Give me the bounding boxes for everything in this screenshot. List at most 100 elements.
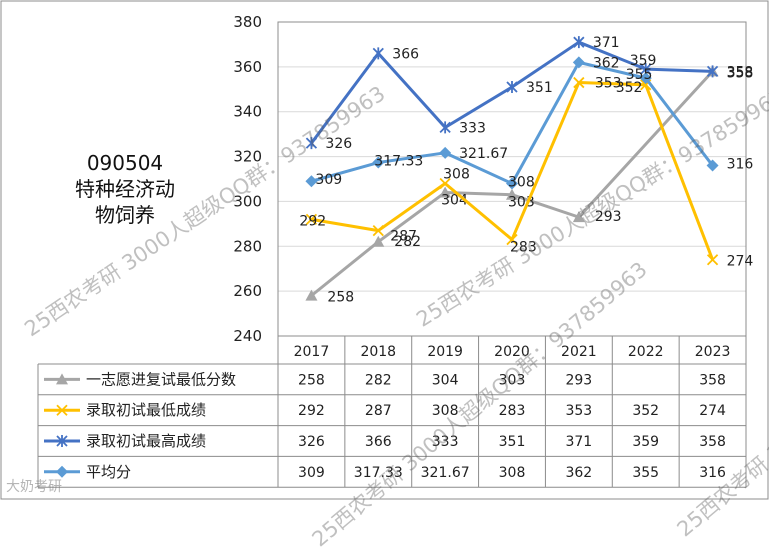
title-code: 090504 (86, 151, 164, 175)
y-tick-label: 240 (233, 327, 262, 345)
table-cell: 366 (365, 434, 392, 450)
legend-label: 录取初试最低成绩 (86, 401, 206, 419)
table-cell: 308 (432, 403, 459, 419)
table-cell: 292 (298, 403, 325, 419)
table-cell: 362 (565, 465, 592, 481)
table-cell: 371 (565, 434, 592, 450)
data-label: 316 (727, 157, 754, 173)
data-label: 352 (616, 80, 643, 96)
data-label: 358 (727, 65, 754, 81)
table-cell: 304 (432, 372, 459, 388)
title-line-2: 特种经济动 (75, 177, 175, 201)
marker-star (573, 36, 585, 49)
x-category-label: 2019 (427, 344, 463, 360)
marker-diamond (639, 72, 652, 85)
table-cell: 317.33 (354, 465, 403, 481)
table-cell: 326 (298, 434, 325, 450)
table-cell: 308 (499, 465, 526, 481)
x-category-label: 2020 (494, 344, 530, 360)
table-cell: 358 (699, 372, 726, 388)
data-label: 293 (595, 209, 622, 225)
marker-x (305, 213, 318, 226)
table-cell: 283 (499, 403, 526, 419)
marker-star (56, 435, 68, 447)
marker-diamond (572, 56, 585, 69)
chart-svg: 240 260 280 300 320 340 360 380 2017 2018 2019 2020… (0, 0, 769, 500)
legend-label: 平均分 (86, 463, 131, 481)
marker-x (506, 233, 518, 246)
data-label: 283 (510, 240, 537, 256)
table-cell: 351 (499, 434, 526, 450)
plot-area-border (277, 21, 747, 337)
table-cell: 353 (565, 403, 592, 419)
marker-diamond (305, 175, 318, 188)
table-cell: 287 (365, 403, 392, 419)
marker-diamond (56, 465, 68, 478)
data-label: 274 (727, 254, 754, 270)
marker-triangle (372, 235, 385, 247)
table-cell: 303 (499, 372, 526, 388)
y-tick-label: 360 (233, 58, 262, 76)
table-cell: 258 (298, 372, 325, 388)
marker-x (706, 254, 719, 266)
y-tick-label: 260 (233, 282, 262, 300)
table-cell: 355 (632, 465, 659, 481)
chart-title: 090504 特种经济动 物饲养 (40, 150, 210, 228)
marker-star (372, 47, 384, 60)
data-label: 359 (630, 53, 657, 69)
table-cell: 359 (632, 434, 659, 450)
marker-star (706, 65, 719, 78)
marker-triangle (56, 373, 68, 385)
series-line (311, 81, 714, 261)
marker-x (439, 177, 451, 190)
table-cell: 352 (632, 403, 659, 419)
x-category-label: 2017 (294, 344, 330, 360)
logo-watermark: 大奶考研 (6, 479, 62, 495)
legend-label: 录取初试最高成绩 (86, 432, 206, 450)
marker-x (56, 404, 68, 416)
data-label: 371 (593, 35, 620, 51)
legend-label: 一志愿进复试最低分数 (86, 370, 236, 388)
marker-diamond (439, 146, 452, 159)
data-label: 308 (508, 174, 535, 190)
y-tick-label: 280 (233, 237, 262, 255)
data-label: 287 (390, 229, 417, 245)
data-label: 366 (392, 46, 419, 62)
data-label: 317.33 (374, 154, 423, 170)
y-tick-label: 300 (233, 192, 262, 210)
y-tick-label: 380 (233, 13, 262, 31)
data-label: 355 (626, 67, 653, 83)
marker-diamond (372, 156, 385, 169)
marker-x (372, 224, 384, 237)
marker-star (305, 137, 318, 150)
marker-star (506, 81, 518, 94)
marker-triangle (506, 188, 518, 200)
table-cell: 333 (432, 434, 459, 450)
table-cell: 358 (699, 434, 726, 450)
x-category-label: 2023 (695, 344, 731, 360)
data-label: 326 (325, 136, 352, 152)
data-label: 309 (315, 172, 342, 188)
data-label: 362 (593, 55, 620, 71)
table-cell: 309 (298, 465, 325, 481)
marker-diamond (506, 177, 518, 190)
table-cell: 274 (699, 403, 726, 419)
title-line-3: 物饲养 (95, 203, 155, 227)
marker-diamond (706, 159, 719, 172)
table-cell: 282 (365, 372, 392, 388)
data-label: 358 (727, 64, 754, 80)
data-label: 353 (595, 76, 622, 92)
table-cell: 321.67 (421, 465, 470, 481)
marker-triangle (439, 186, 452, 198)
marker-star (439, 121, 451, 134)
data-label: 292 (299, 213, 326, 229)
data-label: 333 (459, 120, 486, 136)
data-label: 282 (394, 234, 421, 250)
data-label: 308 (443, 166, 470, 182)
outer-border (0, 0, 769, 500)
marker-triangle (305, 289, 318, 301)
x-category-label: 2021 (561, 344, 597, 360)
marker-triangle (572, 211, 585, 223)
data-label: 351 (526, 80, 553, 96)
